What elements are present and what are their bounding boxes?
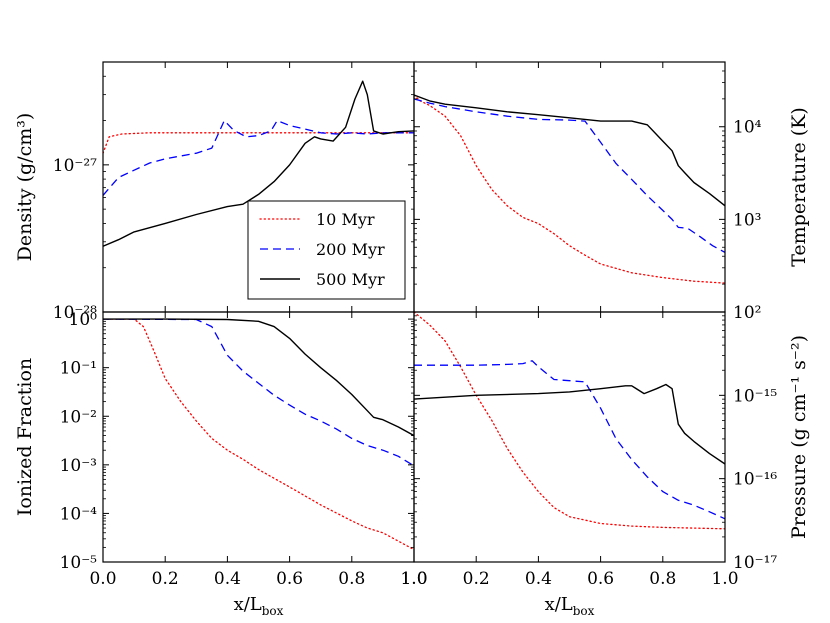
panel-top-left: 10⁻²⁷ 10⁻²⁸ Density (g/cm³) 10 Myr 200 Myr 50… (14, 61, 415, 323)
legend-label: 200 Myr (316, 240, 385, 259)
y-tick-label: 10⁻²⁸ (53, 303, 97, 323)
x-axis-label: x/Lbox (234, 594, 284, 618)
legend-box (247, 200, 406, 300)
legend-label: 10 Myr (316, 210, 375, 229)
series-line-10-myr (414, 94, 725, 284)
y-tick-label: 10⁻¹⁶ (733, 470, 777, 490)
panel-bottom-left: 10⁰ 10⁻¹ 10⁻² 10⁻³ 10⁻⁴ 10⁻⁵0.0 0.2 0.4 0.6 0.8 1.… (14, 310, 428, 618)
series-line-200-myr (414, 98, 725, 253)
x-tick-label: 1.0 (400, 569, 427, 589)
series-line-200-myr (103, 119, 414, 196)
series-line-200-myr (414, 360, 725, 520)
panel-top-right: 10⁴ 10³ 10² Temperature (K) (413, 61, 810, 323)
panel-frame (102, 311, 415, 563)
series-line-500-myr (103, 80, 414, 247)
series-line-200-myr (103, 318, 414, 467)
x-axis-label: x/Lbox (545, 594, 595, 618)
y-tick-label: 10⁻³ (60, 456, 97, 476)
series-line-500-myr (414, 383, 725, 465)
y-tick-label: 10⁻²⁷ (53, 156, 97, 176)
y-tick-label: 10³ (733, 210, 761, 230)
y-tick-label: 10⁻² (60, 407, 97, 427)
y-tick-label: 10⁰ (69, 310, 98, 330)
series-line-10-myr (414, 312, 725, 530)
x-tick-label: 0.8 (649, 569, 676, 589)
y-tick-label: 10² (733, 303, 761, 323)
y-tick-label: 10⁻¹⁷ (733, 553, 777, 573)
y-tick-label: 10⁻¹⁵ (733, 386, 777, 406)
x-tick-label: 0.0 (89, 569, 116, 589)
series-line-10-myr (103, 132, 414, 154)
x-tick-label: 0.2 (463, 569, 490, 589)
x-tick-label: 1.0 (400, 569, 427, 589)
panel-frame (413, 311, 726, 563)
x-tick-label: 0.6 (276, 569, 303, 589)
y-tick-label: 10⁻⁴ (60, 504, 98, 524)
y-tick-label: 10⁻⁵ (60, 553, 98, 573)
x-tick-label: 0.2 (152, 569, 179, 589)
y-axis-label: Temperature (K) (788, 107, 810, 267)
panel-frame (413, 61, 726, 313)
y-axis-label: Pressure (g cm⁻¹ s⁻²) (788, 335, 810, 539)
x-tick-label: 1.0 (711, 569, 738, 589)
legend-label: 500 Myr (316, 270, 385, 289)
y-tick-label: 10⁴ (733, 118, 762, 138)
legend: 10 Myr 200 Myr 500 Myr (247, 200, 406, 300)
y-axis-label: Density (g/cm³) (14, 113, 36, 262)
x-tick-label: 0.4 (525, 569, 552, 589)
x-tick-label: 0.8 (338, 569, 365, 589)
y-tick-label: 10⁻¹ (60, 359, 97, 379)
series-line-500-myr (103, 318, 414, 437)
x-tick-label: 0.4 (214, 569, 241, 589)
x-tick-label: 0.6 (587, 569, 614, 589)
series-line-500-myr (414, 94, 725, 207)
series-line-10-myr (103, 318, 414, 551)
y-axis-label: Ionized Fraction (14, 358, 36, 516)
